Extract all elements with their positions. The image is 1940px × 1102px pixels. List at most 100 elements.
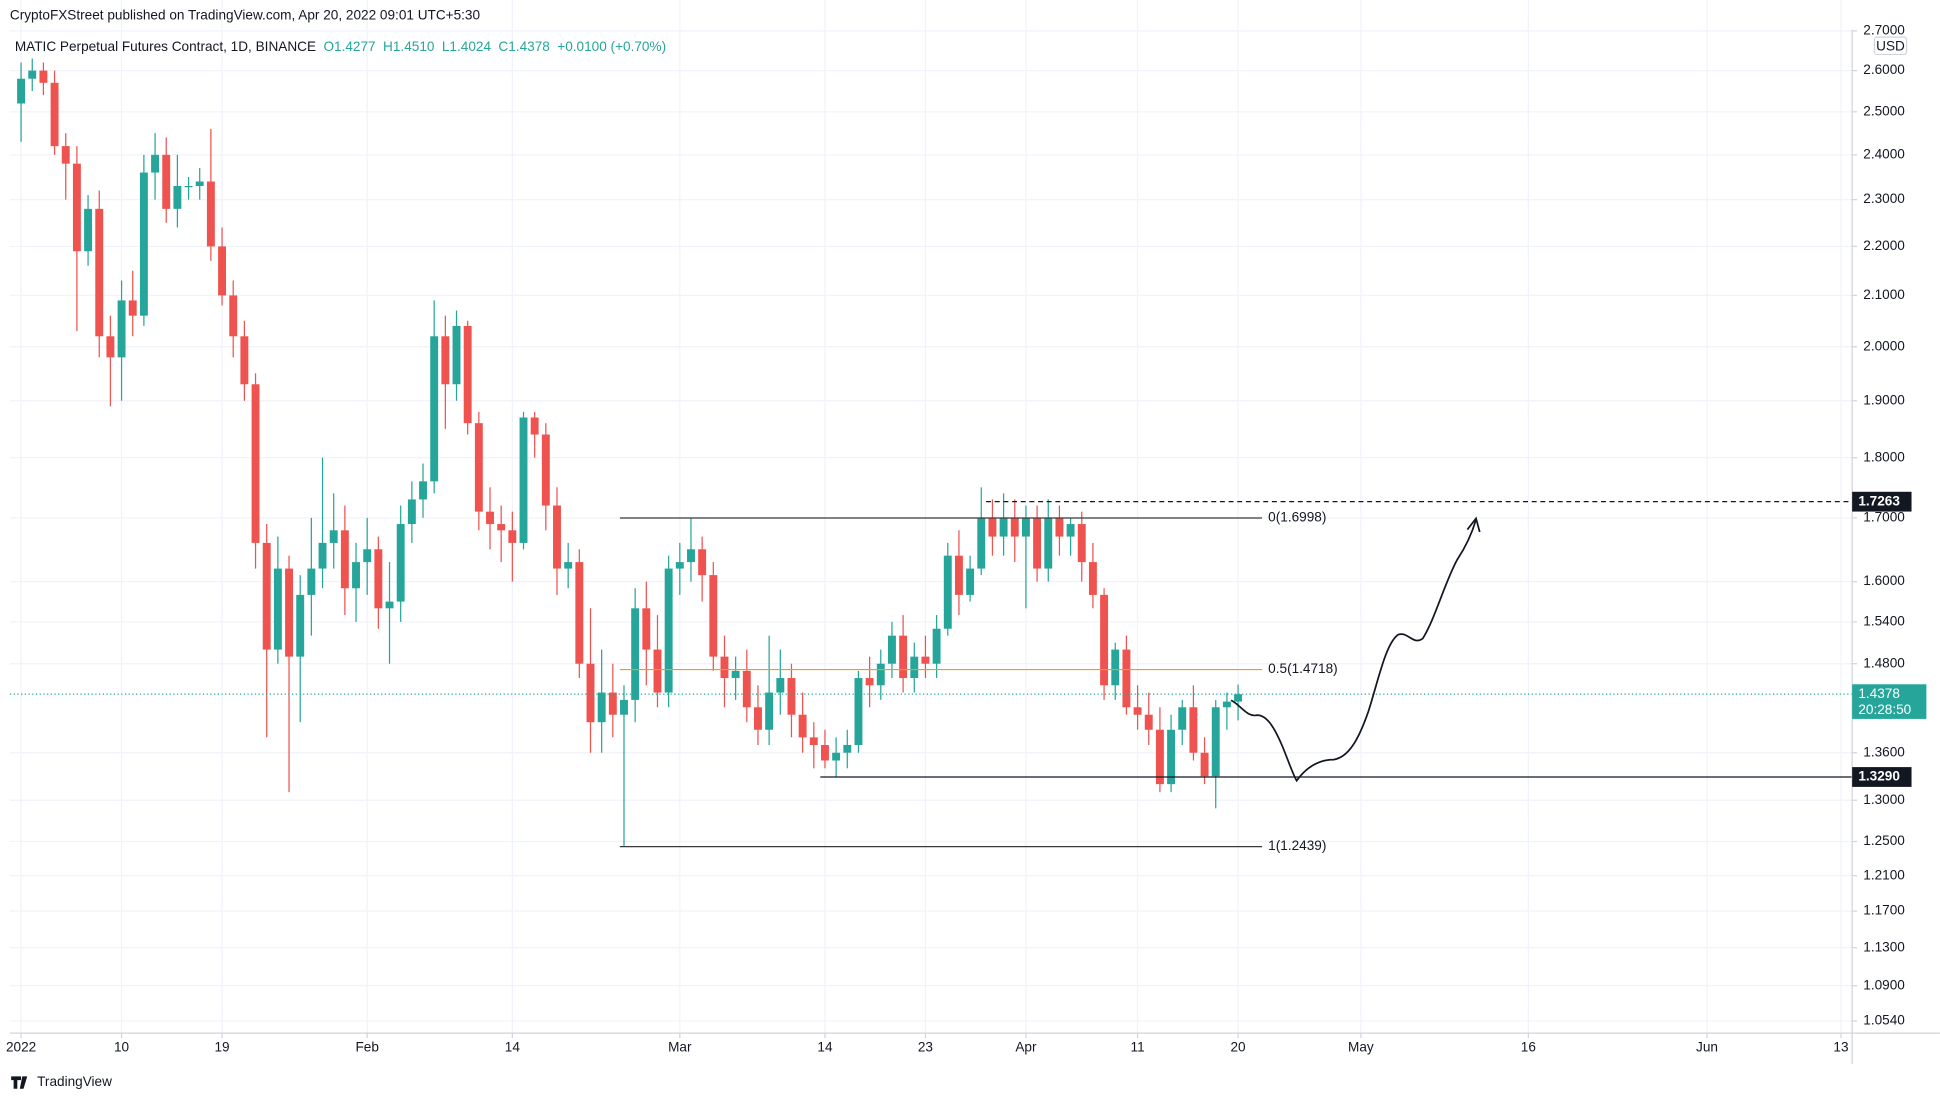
candle-body [452, 325, 461, 385]
fib-label: 0.5(1.4718) [1268, 661, 1338, 676]
y-tick-label: 1.2500 [1863, 833, 1905, 848]
last-price-label: 1.4378 [1858, 686, 1900, 701]
candle-body [206, 181, 215, 247]
y-tick-label: 1.0900 [1863, 977, 1905, 992]
candle-body [541, 434, 550, 506]
candle-body [1055, 517, 1064, 537]
x-tick-label: Mar [668, 1040, 692, 1055]
candle-body [251, 384, 260, 543]
candle-body [999, 517, 1008, 537]
footer-brand: TradingView [37, 1074, 112, 1089]
price-tag-label: 1.7263 [1858, 493, 1900, 508]
candle-body [932, 628, 941, 664]
candle-body [296, 594, 305, 657]
candle-body [407, 499, 416, 525]
candle-body [1100, 594, 1109, 686]
candle-body [385, 601, 394, 609]
candle-body [195, 181, 204, 187]
y-tick-label: 2.2000 [1863, 238, 1905, 253]
candle-body [586, 663, 595, 723]
candle-body [943, 555, 952, 629]
candle-body [742, 670, 751, 708]
ohlc-low: L1.4024 [442, 39, 492, 54]
candle-body [285, 568, 293, 657]
fib-label: 0(1.6998) [1268, 510, 1326, 525]
candle-body [620, 699, 628, 715]
x-tick-label: 16 [1521, 1040, 1536, 1055]
candle-body [530, 417, 539, 435]
y-tick-label: 2.6000 [1863, 62, 1905, 77]
candle-body [419, 481, 427, 500]
currency: USD [1876, 39, 1905, 54]
candle-body [564, 562, 573, 569]
y-tick-label: 2.4000 [1863, 146, 1905, 161]
y-tick-label: 1.0540 [1863, 1013, 1905, 1028]
candle-body [273, 568, 282, 650]
currency-box [1873, 36, 1908, 56]
overlays: 0(1.6998) 0.5(1.4718) 1(1.2439) [9, 501, 1853, 853]
candle-body [463, 325, 472, 424]
candle-body [17, 78, 26, 104]
candle-body [61, 146, 70, 164]
candle-body [329, 530, 338, 543]
candle-body [642, 608, 651, 650]
y-tick-label: 2.3000 [1863, 191, 1905, 206]
candle-body [352, 562, 360, 589]
y-tick-label: 2.1000 [1863, 287, 1905, 302]
candle-body [318, 542, 327, 569]
candle-body [1222, 701, 1231, 708]
x-tick-label: 14 [505, 1040, 521, 1055]
candle-body [374, 549, 383, 609]
candle-body [608, 692, 617, 715]
y-tick-label: 1.3000 [1863, 792, 1905, 807]
y-tick-label: 1.2100 [1863, 867, 1905, 882]
footer-logo [11, 1076, 28, 1089]
x-tick-label: May [1348, 1040, 1374, 1055]
y-tick-label: 1.9000 [1863, 392, 1905, 407]
change: +0.0100 (+0.70%) [557, 39, 666, 54]
candle-body [921, 656, 930, 664]
candle-body [1021, 517, 1030, 537]
price-tag [1852, 491, 1912, 512]
candle-body [162, 154, 171, 209]
candle-body [664, 568, 673, 693]
candle-body [887, 635, 896, 664]
candle-body [173, 186, 182, 209]
candle-body [139, 172, 148, 316]
y-tick-label: 1.1700 [1863, 903, 1905, 918]
candle-body [754, 707, 762, 730]
candle-body [340, 530, 349, 589]
price-tag-label: 1.3290 [1858, 769, 1900, 784]
marks [17, 58, 1243, 847]
candle-body [631, 608, 640, 700]
candle-body [1178, 707, 1187, 730]
byline: CryptoFXStreet published on TradingView.… [10, 8, 481, 23]
candle-body [776, 678, 785, 693]
x-tick-label: Jun [1696, 1040, 1718, 1055]
candle-body [910, 656, 919, 679]
x-tick-label: 14 [817, 1040, 833, 1055]
x-tick-label: 13 [1833, 1040, 1848, 1055]
x-tick-label: 19 [214, 1040, 229, 1055]
candle-body [39, 70, 48, 83]
candle-body [798, 714, 807, 738]
x-tick-label: Feb [355, 1040, 378, 1055]
candle-body [876, 663, 885, 686]
candle-body [977, 517, 986, 569]
candle-body [1066, 524, 1075, 537]
candle-body [218, 246, 227, 296]
fib-label: 1(1.2439) [1268, 838, 1326, 853]
candle-body [1155, 729, 1164, 785]
y-tick-label: 1.1300 [1863, 939, 1905, 954]
candle-body [821, 745, 829, 761]
candle-body [1144, 714, 1153, 730]
y-tick-label: 1.3600 [1863, 744, 1905, 759]
candle-body [832, 752, 841, 761]
candle-body [50, 82, 59, 147]
candle-body [95, 208, 104, 337]
y-tick-label: 2.7000 [1863, 22, 1905, 37]
candle-body [1033, 517, 1042, 569]
candle-body [899, 635, 908, 679]
